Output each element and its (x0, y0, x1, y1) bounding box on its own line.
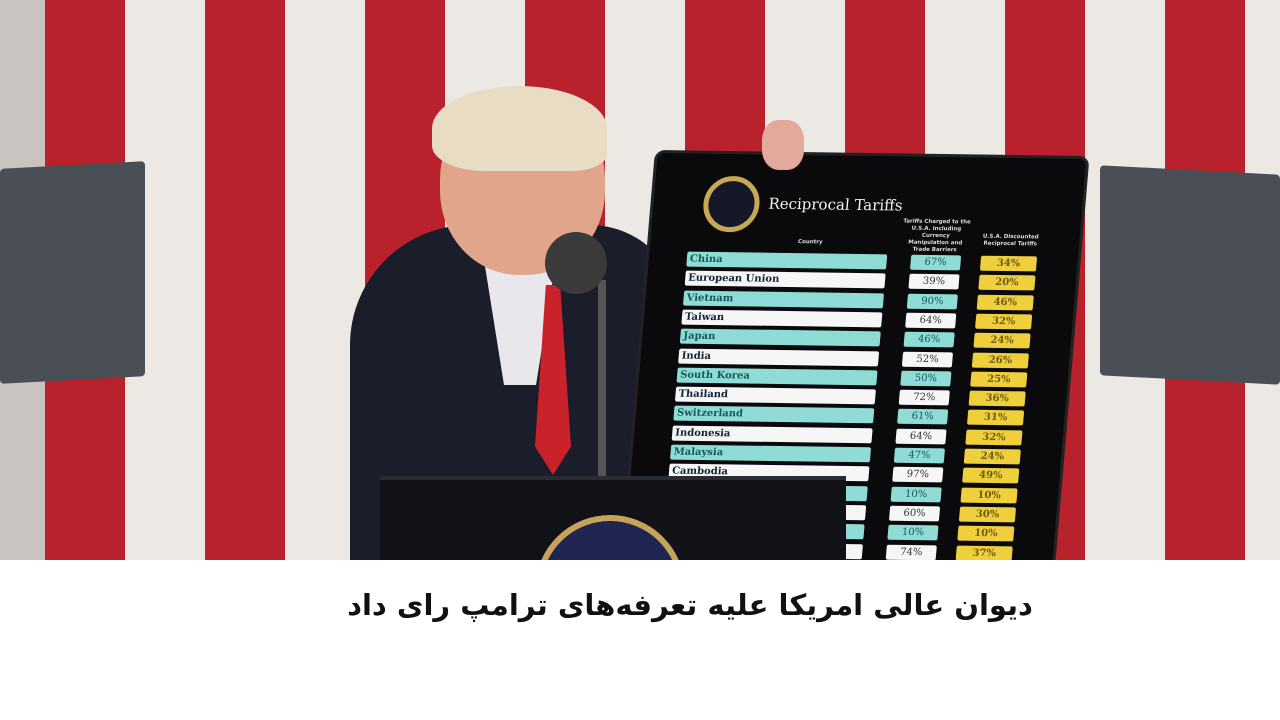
column-header-charged: Tariffs Charged to the U.S.A. Including … (903, 218, 971, 254)
tariff-row: Taiwan 64% 32% (643, 309, 1064, 330)
tariff-row: Indonesia 64% 32% (634, 425, 1055, 446)
country-cell: Vietnam (682, 290, 885, 308)
country-cell: Thailand (674, 386, 876, 405)
country-cell: Malaysia (670, 444, 872, 463)
presidential-seal-icon (701, 175, 762, 233)
charged-cell: 10% (890, 486, 942, 502)
reciprocal-cell: 46% (976, 294, 1034, 311)
tariff-row: Malaysia 47% 24% (632, 444, 1053, 465)
charged-cell: 74% (885, 544, 937, 560)
board-title: Reciprocal Tariffs (767, 194, 904, 215)
charged-cell: 90% (906, 293, 958, 309)
column-header-reciprocal: U.S.A. Discounted Reciprocal Tariffs (982, 233, 1039, 248)
tariff-row: India 52% 26% (640, 348, 1061, 369)
country-cell: European Union (684, 270, 886, 289)
charged-cell: 64% (905, 312, 957, 329)
reciprocal-cell: 49% (962, 467, 1020, 484)
reciprocal-cell: 24% (963, 448, 1021, 465)
charged-cell: 47% (893, 447, 946, 464)
flag-stripe (205, 0, 285, 560)
country-cell: China (686, 251, 888, 270)
tariff-row: Japan 46% 24% (642, 328, 1063, 349)
reciprocal-cell: 26% (971, 352, 1030, 368)
microphone-icon (545, 232, 607, 294)
reciprocal-cell: 10% (960, 487, 1018, 504)
reciprocal-cell: 31% (966, 410, 1025, 426)
charged-cell: 60% (888, 505, 941, 522)
country-cell: India (678, 348, 880, 366)
tariff-row: Thailand 72% 36% (637, 386, 1058, 407)
charged-cell: 72% (898, 389, 950, 406)
reciprocal-cell: 24% (973, 332, 1031, 349)
reciprocal-cell: 36% (968, 390, 1026, 407)
country-cell: Taiwan (681, 309, 883, 328)
microphone-stand (598, 280, 606, 480)
country-cell: Japan (679, 328, 881, 347)
charged-cell: 50% (900, 370, 952, 387)
caption-band (0, 560, 1280, 720)
charged-cell: 97% (892, 466, 944, 483)
reciprocal-cell: 32% (965, 429, 1023, 446)
tariff-row: European Union 39% 20% (647, 270, 1068, 291)
charged-cell: 39% (908, 273, 960, 290)
news-caption: دیوان عالی امریکا علیه تعرفه‌های ترامپ ر… (347, 588, 1033, 622)
tariff-row: Switzerland 61% 31% (635, 405, 1056, 426)
charged-cell: 52% (901, 351, 954, 367)
reciprocal-cell: 32% (975, 313, 1033, 330)
country-cell: Indonesia (671, 425, 873, 444)
charged-cell: 10% (887, 524, 939, 541)
reciprocal-cell: 10% (957, 525, 1015, 542)
reciprocal-cell: 37% (955, 545, 1013, 560)
tariff-row: South Korea 50% 25% (639, 367, 1060, 388)
reciprocal-cell: 20% (978, 274, 1036, 291)
tariff-row: Vietnam 90% 46% (645, 290, 1066, 311)
reciprocal-cell: 25% (970, 371, 1028, 388)
country-cell: Switzerland (673, 405, 875, 424)
charged-cell: 64% (895, 428, 947, 445)
speaker-hair (432, 86, 607, 171)
charged-cell: 61% (897, 409, 949, 425)
news-photo: Reciprocal Tariffs Country Tariffs Charg… (0, 0, 1280, 560)
teleprompter-right (1100, 165, 1280, 385)
charged-cell: 46% (903, 331, 955, 348)
tariff-row: China 67% 34% (648, 251, 1069, 272)
speaker-hand (762, 120, 804, 170)
country-cell: South Korea (676, 367, 878, 386)
charged-cell: 67% (909, 254, 962, 271)
reciprocal-cell: 30% (958, 506, 1017, 523)
teleprompter-left (0, 161, 145, 384)
column-header-country: Country (797, 239, 823, 246)
reciprocal-cell: 34% (979, 255, 1038, 272)
